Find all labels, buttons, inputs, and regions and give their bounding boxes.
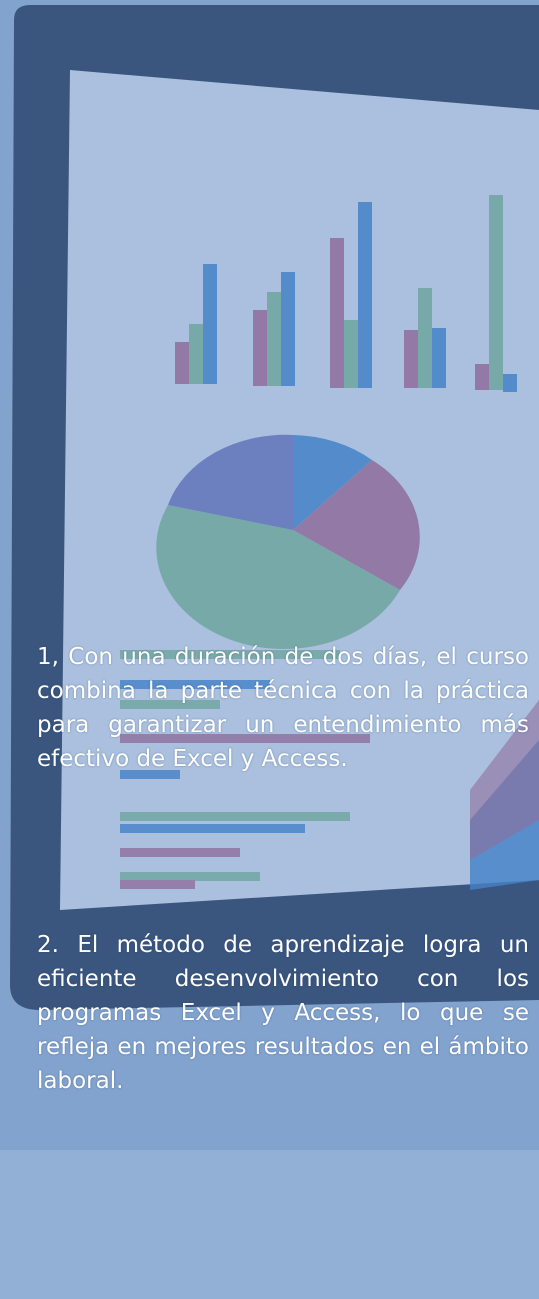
page: 1, Con una duración de dos días, el curs…: [0, 0, 539, 1299]
paragraph: 2. El método de aprendizaje logra un efi…: [37, 928, 529, 1098]
paragraph: 1, Con una duración de dos días, el curs…: [37, 640, 529, 776]
